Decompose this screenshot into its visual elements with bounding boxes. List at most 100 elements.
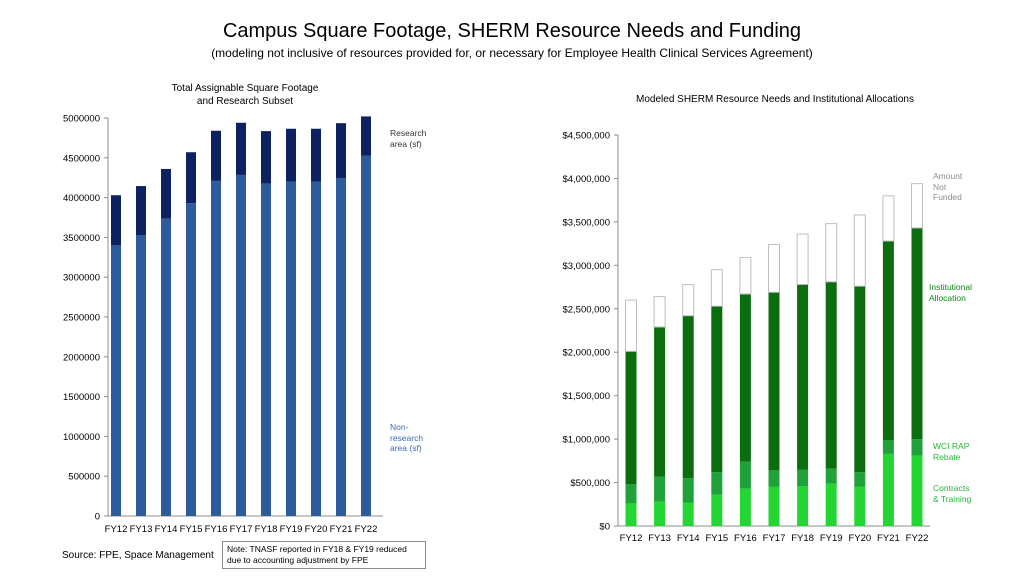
bar-fy12-series-0 <box>625 503 637 526</box>
legend-label-line: Non- <box>390 422 409 432</box>
bar-fy13-series-1 <box>136 186 146 236</box>
y-tick-label: $0 <box>599 522 610 533</box>
bar-fy14-series-0 <box>161 218 171 516</box>
y-tick-label: 1500000 <box>63 392 100 403</box>
y-tick-label: $2,500,000 <box>562 304 610 315</box>
x-tick-label: FY13 <box>648 533 671 544</box>
bar-fy17-series-1 <box>768 470 780 487</box>
y-tick-label: $500,000 <box>570 478 610 489</box>
bar-fy16-series-3 <box>739 257 752 295</box>
bar-fy22-series-0 <box>361 155 371 516</box>
bar-fy13-series-2 <box>654 327 666 477</box>
bar-fy14-series-1 <box>682 478 694 503</box>
x-tick-label: FY19 <box>280 524 303 535</box>
legend-label-line: Institutional <box>929 282 972 292</box>
bar-fy15-series-1 <box>711 472 723 495</box>
bar-fy19-series-0 <box>286 181 296 516</box>
bar-fy22-series-1 <box>361 116 371 156</box>
bar-fy16-series-1 <box>211 130 221 181</box>
x-tick-label: FY13 <box>130 524 153 535</box>
bar-fy15-series-0 <box>711 494 723 526</box>
left-chart-title: Total Assignable Square Footage and Rese… <box>150 82 340 108</box>
page-subtitle: (modeling not inclusive of resources pro… <box>211 46 813 60</box>
square-footage-chart: 0 500000 1000000 1500000 2000000 2500000 30000… <box>63 114 383 535</box>
x-tick-label: FY21 <box>330 524 353 535</box>
bar-fy20-series-0 <box>311 181 321 516</box>
x-tick-label: FY17 <box>230 524 253 535</box>
y-tick-label: 3500000 <box>63 233 100 244</box>
bar-fy16-series-0 <box>739 488 751 526</box>
bar-fy21-series-3 <box>882 195 895 242</box>
bar-fy19-series-2 <box>825 281 837 469</box>
y-tick-label: 4500000 <box>63 153 100 164</box>
legend-label-line: WCI RAP <box>933 441 970 451</box>
y-tick-label: 5000000 <box>63 114 100 125</box>
bar-fy18-series-0 <box>797 486 809 526</box>
bar-fy14-series-1 <box>161 168 171 219</box>
x-tick-label: FY18 <box>791 533 814 544</box>
legend-label-series-0: Non-research area (sf) <box>390 422 423 454</box>
bar-fy15-series-2 <box>711 306 723 473</box>
left-chart-title-line1: Total Assignable Square Footage <box>171 83 319 94</box>
y-tick-label: 0 <box>95 512 100 523</box>
x-tick-label: FY20 <box>848 533 871 544</box>
left-chart-title-line2: and Research Subset <box>196 96 294 107</box>
bar-fy22-series-1 <box>911 439 923 456</box>
bar-fy15-series-1 <box>186 152 196 204</box>
legend-label-line: Rebate <box>933 451 961 462</box>
legend-label-line: Research <box>390 128 427 138</box>
x-tick-label: FY22 <box>355 524 378 535</box>
x-tick-label: FY21 <box>877 533 900 544</box>
bar-fy12-series-3 <box>625 299 637 352</box>
bar-fy19-series-3 <box>825 223 838 283</box>
bar-fy19-series-0 <box>825 483 837 526</box>
y-tick-label: 500000 <box>68 472 100 483</box>
y-tick-label: $3,500,000 <box>562 217 610 228</box>
bar-fy14-series-2 <box>682 315 694 479</box>
x-tick-label: FY14 <box>677 533 700 544</box>
x-tick-label: FY16 <box>205 524 228 535</box>
x-tick-label: FY14 <box>155 524 178 535</box>
bar-fy18-series-1 <box>797 469 809 487</box>
legend-label-line: Funded <box>933 192 962 202</box>
legend-label-line: Contracts <box>933 483 970 493</box>
bar-fy13-series-0 <box>654 501 666 526</box>
bar-fy20-series-0 <box>854 486 866 526</box>
bar-fy18-series-3 <box>796 233 809 285</box>
bar-fy20-series-2 <box>854 286 866 473</box>
bar-fy20-series-3 <box>853 214 866 287</box>
y-tick-label: $2,000,000 <box>562 348 610 359</box>
y-tick-label: $1,000,000 <box>562 435 610 446</box>
y-tick-label: $1,500,000 <box>562 391 610 402</box>
x-tick-label: FY16 <box>734 533 757 544</box>
bar-fy12-series-1 <box>111 195 121 246</box>
bar-fy16-series-2 <box>739 294 751 462</box>
page-title: Campus Square Footage, SHERM Resource Ne… <box>222 20 802 42</box>
bar-fy21-series-1 <box>336 123 346 179</box>
bar-fy16-series-0 <box>211 180 221 516</box>
bar-fy13-series-3 <box>653 296 666 328</box>
y-tick-label: $4,000,000 <box>562 174 610 185</box>
bar-fy14-series-0 <box>682 502 694 526</box>
legend-label-line: research <box>390 432 424 443</box>
legend-label-line: area (sf) <box>390 138 422 149</box>
bar-fy13-series-0 <box>136 235 146 516</box>
y-tick-label: 3000000 <box>63 273 100 284</box>
bar-fy12-series-0 <box>111 245 121 517</box>
legend-label-line: Allocation <box>929 292 966 303</box>
source-note: Source: FPE, Space Management <box>62 550 214 561</box>
legend-label-line: Amount <box>933 171 963 181</box>
bar-fy17-series-1 <box>236 122 246 175</box>
adjustment-note: Note: TNASF reported in FY18 & FY19 redu… <box>222 541 426 569</box>
bar-fy15-series-3 <box>710 269 723 307</box>
bar-fy22-series-2 <box>911 227 923 440</box>
x-tick-label: FY19 <box>820 533 843 544</box>
bar-fy21-series-0 <box>882 453 894 526</box>
bar-fy21-series-1 <box>882 439 894 454</box>
legend-label-series-0: Contracts & Training <box>933 483 971 504</box>
y-tick-label: $4,500,000 <box>562 131 610 142</box>
bar-fy12-series-2 <box>625 351 637 485</box>
bar-fy22-series-0 <box>911 455 923 526</box>
resource-needs-chart: $0 $500,000 $1,000,000 $1,500,000 $2,000,000… <box>562 131 930 544</box>
y-tick-label: 2500000 <box>63 313 100 324</box>
